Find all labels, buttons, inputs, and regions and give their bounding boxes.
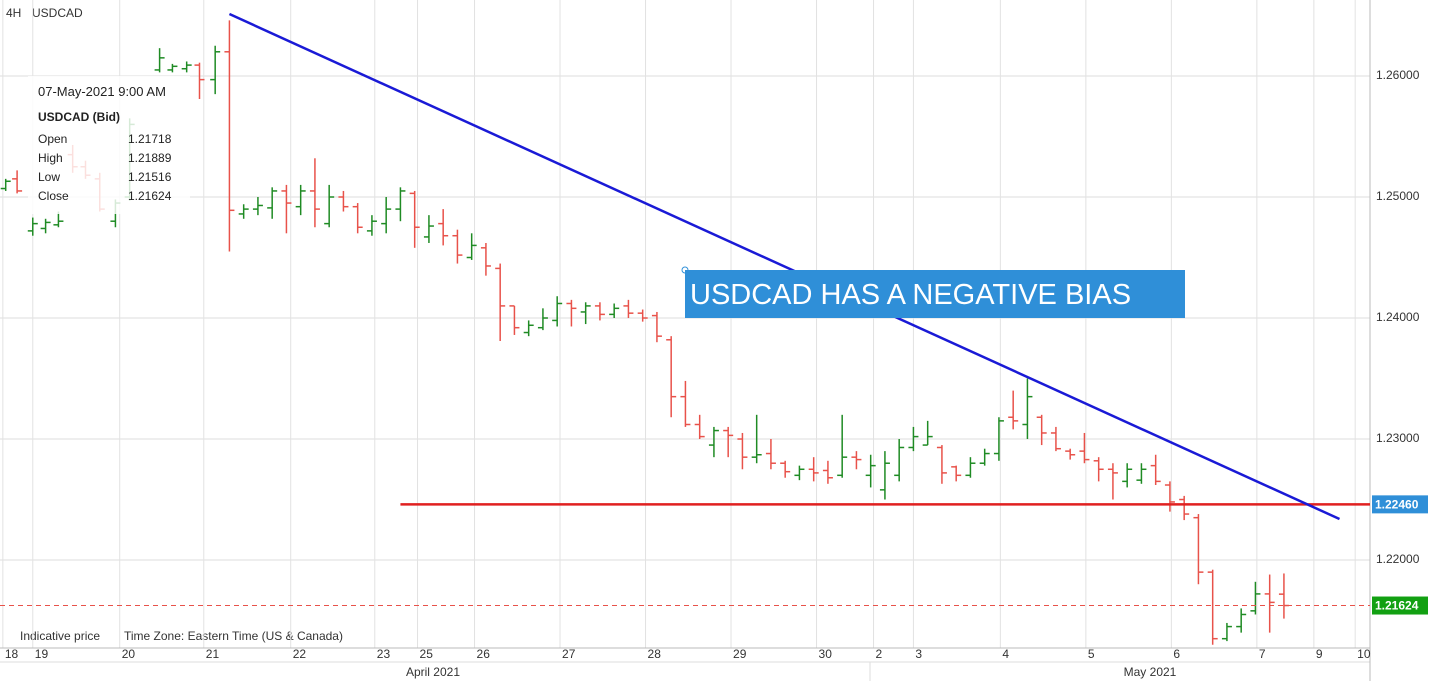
tooltip: 07-May-2021 9:00 AM USDCAD (Bid) Open 1.… <box>28 76 190 214</box>
x-tick-label: 9 <box>1316 647 1323 661</box>
tooltip-label: Close <box>38 189 69 203</box>
tooltip-heading: USDCAD (Bid) <box>38 110 120 124</box>
x-tick-label: 30 <box>819 647 833 661</box>
footer-note: Time Zone: Eastern Time (US & Canada) <box>124 629 343 643</box>
x-tick-label: 26 <box>477 647 491 661</box>
level-label: 1.22460 <box>1375 498 1419 512</box>
y-tick-label: 1.24000 <box>1376 310 1420 324</box>
x-tick-label: 25 <box>420 647 434 661</box>
x-tick-label: 6 <box>1173 647 1180 661</box>
tooltip-value: 1.21624 <box>128 189 172 203</box>
x-tick-label: 5 <box>1088 647 1095 661</box>
x-tick-label: 7 <box>1259 647 1266 661</box>
x-tick-label: 10 <box>1357 647 1371 661</box>
tooltip-label: Open <box>38 132 68 146</box>
x-tick-label: 22 <box>293 647 307 661</box>
x-tick-label: 19 <box>35 647 49 661</box>
y-tick-label: 1.23000 <box>1376 431 1420 445</box>
tooltip-value: 1.21718 <box>128 132 172 146</box>
x-tick-label: 28 <box>648 647 662 661</box>
level-label-box <box>1372 495 1428 514</box>
month-label: May 2021 <box>1124 665 1177 679</box>
symbol: USDCAD <box>32 6 83 20</box>
trend-line <box>228 12 1341 521</box>
x-tick-label: 27 <box>562 647 576 661</box>
tooltip-value: 1.21889 <box>128 151 172 165</box>
tooltip-label: Low <box>38 170 61 184</box>
footer-note: Indicative price <box>20 629 100 643</box>
x-tick-label: 29 <box>733 647 747 661</box>
timeframe: 4H <box>6 6 21 20</box>
x-tick-label: 21 <box>206 647 220 661</box>
annotation: USDCAD HAS A NEGATIVE BIAS <box>685 270 1185 318</box>
y-tick-label: 1.22000 <box>1376 552 1420 566</box>
x-tick-label: 4 <box>1002 647 1009 661</box>
tooltip-date: 07-May-2021 9:00 AM <box>38 84 166 99</box>
tooltip-label: High <box>38 151 63 165</box>
x-tick-label: 18 <box>5 647 19 661</box>
y-tick-label: 1.26000 <box>1376 68 1420 82</box>
price-label-box <box>1372 596 1428 615</box>
month-label: April 2021 <box>406 665 460 679</box>
price-label: 1.21624 <box>1375 599 1419 613</box>
x-tick-label: 3 <box>915 647 922 661</box>
x-tick-label: 23 <box>377 647 391 661</box>
y-tick-label: 1.25000 <box>1376 189 1420 203</box>
tooltip-value: 1.21516 <box>128 170 172 184</box>
x-tick-label: 2 <box>876 647 883 661</box>
x-tick-label: 20 <box>122 647 136 661</box>
